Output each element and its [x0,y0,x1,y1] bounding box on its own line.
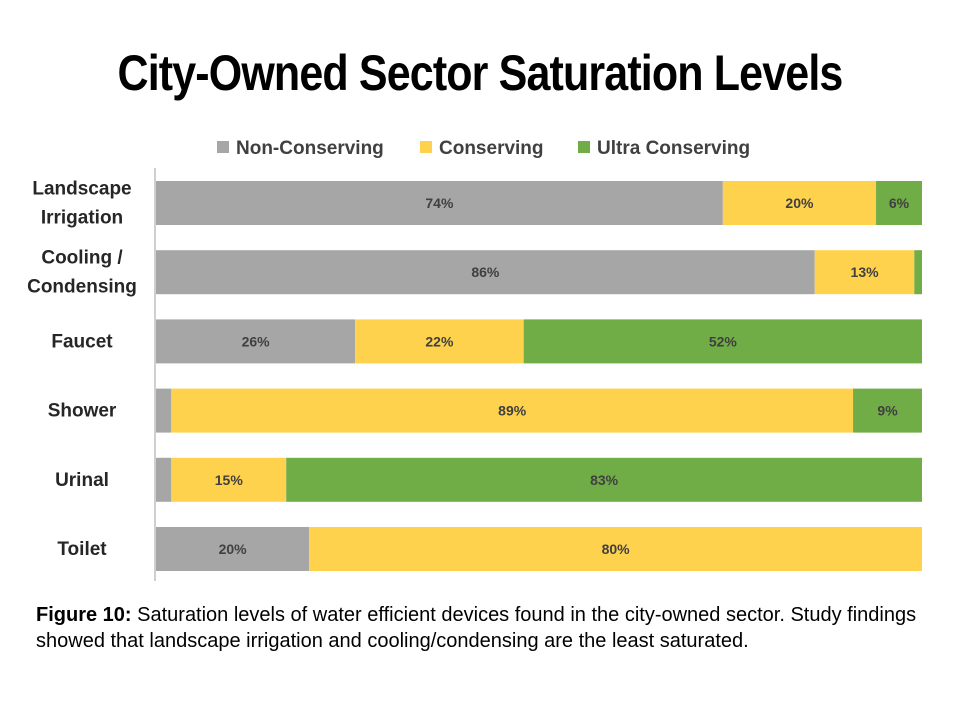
figure-caption: Figure 10: Saturation levels of water ef… [36,602,926,654]
legend-swatch-non-conserving [217,141,229,153]
data-label-landscape-irrigation-ultra-conserving: 6% [889,195,910,211]
category-label-urinal: Urinal [55,470,109,491]
category-labels: Landscape Irrigation Cooling / Condensing Fa… [27,179,137,561]
data-label-toilet-non-conserving: 20% [219,541,248,557]
data-labels-group: 74% 20% 6% 86% 13% 26% 22% 52% 89% 9% 15% 83% 20% 80% [215,195,910,557]
bar-cooling-condensing-ultra-conserving [914,250,922,295]
data-label-shower-conserving: 89% [498,403,527,419]
data-label-landscape-irrigation-non-conserving: 74% [425,195,454,211]
bars-group [156,181,923,571]
category-label-toilet: Toilet [57,539,107,560]
data-label-cooling-condensing-conserving: 13% [851,264,880,280]
bar-cooling-condensing-non-conserving [156,250,815,295]
chart-legend: Non-Conserving Conserving Ultra Conserving [217,138,750,159]
bar-toilet-conserving [309,527,922,571]
legend-label-ultra-conserving: Ultra Conserving [597,138,750,159]
legend-swatch-ultra-conserving [578,141,590,153]
caption-text: Saturation levels of water efficient dev… [36,604,917,652]
bar-toilet-non-conserving [156,527,310,571]
data-label-toilet-conserving: 80% [602,541,631,557]
data-label-landscape-irrigation-conserving: 20% [785,195,814,211]
data-label-faucet-non-conserving: 26% [242,333,271,349]
bar-faucet-non-conserving [156,319,356,364]
bar-landscape-irrigation-ultra-conserving [876,181,922,225]
data-label-cooling-condensing-non-conserving: 86% [471,264,500,280]
bar-shower-conserving [171,388,854,433]
bar-urinal-non-conserving [156,457,172,502]
category-label-cooling-condensing: Cooling / Condensing [27,248,137,298]
bar-faucet-conserving [355,319,524,364]
data-label-faucet-conserving: 22% [425,333,454,349]
legend-label-conserving: Conserving [439,138,544,159]
legend-swatch-conserving [420,141,432,153]
category-label-faucet: Faucet [51,331,113,352]
bar-shower-non-conserving [156,388,172,433]
data-label-faucet-ultra-conserving: 52% [709,333,738,349]
bar-urinal-conserving [171,457,287,502]
bar-landscape-irrigation-non-conserving [156,181,723,225]
bar-cooling-condensing-conserving [814,250,915,295]
bar-urinal-ultra-conserving [286,457,923,502]
category-label-shower: Shower [48,401,117,422]
caption-label: Figure 10: [36,604,132,626]
data-label-urinal-ultra-conserving: 83% [590,472,619,488]
page-title: City-Owned Sector Saturation Levels [117,45,844,101]
bar-shower-ultra-conserving [853,388,922,433]
legend-label-non-conserving: Non-Conserving [236,138,384,159]
bar-faucet-ultra-conserving [523,319,922,364]
data-label-urinal-conserving: 15% [215,472,244,488]
bar-landscape-irrigation-conserving [722,181,877,225]
category-label-landscape-irrigation: Landscape Irrigation [32,179,131,229]
data-label-shower-ultra-conserving: 9% [877,403,898,419]
